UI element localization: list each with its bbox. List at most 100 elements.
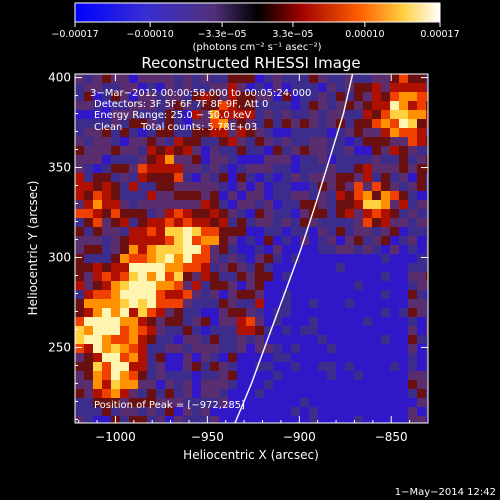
- heatmap-cell: [174, 272, 183, 281]
- heatmap-cell: [408, 137, 417, 146]
- heatmap-cell: [345, 218, 354, 227]
- heatmap-cell: [174, 317, 183, 326]
- heatmap-cell: [138, 362, 147, 371]
- heatmap-cell: [390, 155, 399, 164]
- heatmap-cell: [300, 326, 309, 335]
- heatmap-cell: [417, 110, 426, 119]
- heatmap-cell: [84, 317, 93, 326]
- heatmap-cell: [381, 227, 390, 236]
- heatmap-cell: [381, 416, 390, 423]
- heatmap-cell: [111, 209, 120, 218]
- heatmap-cell: [408, 191, 417, 200]
- heatmap-cell: [408, 326, 417, 335]
- heatmap-cell: [165, 209, 174, 218]
- heatmap-cell: [102, 164, 111, 173]
- heatmap-cell: [354, 335, 363, 344]
- y-tick-label: 300: [48, 250, 71, 264]
- heatmap-cell: [318, 416, 327, 423]
- heatmap-cell: [372, 200, 381, 209]
- heatmap-cell: [237, 209, 246, 218]
- heatmap-cell: [426, 128, 428, 137]
- heatmap-cell: [345, 182, 354, 191]
- heatmap-cell: [318, 200, 327, 209]
- heatmap-cell: [93, 92, 102, 101]
- heatmap-cell: [210, 326, 219, 335]
- heatmap-cell: [228, 128, 237, 137]
- heatmap-cell: [354, 209, 363, 218]
- heatmap-cell: [246, 344, 255, 353]
- heatmap-cell: [399, 191, 408, 200]
- heatmap-cell: [372, 146, 381, 155]
- heatmap-cell: [147, 191, 156, 200]
- heatmap-cell: [426, 101, 428, 110]
- heatmap-cell: [156, 173, 165, 182]
- heatmap-cell: [372, 263, 381, 272]
- heatmap-cell: [264, 110, 273, 119]
- heatmap-cell: [381, 299, 390, 308]
- heatmap-cell: [372, 137, 381, 146]
- heatmap-cell: [408, 254, 417, 263]
- heatmap-cell: [390, 290, 399, 299]
- heatmap-cell: [219, 380, 228, 389]
- heatmap-cell: [174, 173, 183, 182]
- heatmap-cell: [192, 119, 201, 128]
- heatmap-cell: [120, 272, 129, 281]
- heatmap-cell: [426, 119, 428, 128]
- heatmap-cell: [147, 407, 156, 416]
- heatmap-cell: [84, 398, 93, 407]
- heatmap-cell: [399, 227, 408, 236]
- heatmap-cell: [399, 74, 408, 83]
- heatmap-cell: [228, 308, 237, 317]
- heatmap-cell: [426, 299, 428, 308]
- heatmap-cell: [102, 407, 111, 416]
- heatmap-cell: [192, 308, 201, 317]
- heatmap-cell: [327, 389, 336, 398]
- heatmap-cell: [93, 362, 102, 371]
- heatmap-cell: [165, 200, 174, 209]
- heatmap-cell: [93, 407, 102, 416]
- heatmap-cell: [336, 344, 345, 353]
- heatmap-cell: [111, 119, 120, 128]
- heatmap-cell: [93, 227, 102, 236]
- heatmap-cell: [354, 353, 363, 362]
- heatmap-cell: [408, 182, 417, 191]
- heatmap-cell: [417, 137, 426, 146]
- heatmap-cell: [363, 101, 372, 110]
- heatmap-cell: [201, 353, 210, 362]
- heatmap-cell: [327, 182, 336, 191]
- heatmap-cell: [84, 155, 93, 164]
- heatmap-cell: [408, 164, 417, 173]
- heatmap-cell: [210, 389, 219, 398]
- heatmap-cell: [111, 164, 120, 173]
- heatmap-cell: [246, 173, 255, 182]
- heatmap-cell: [174, 398, 183, 407]
- heatmap-cell: [417, 236, 426, 245]
- heatmap-cell: [120, 155, 129, 164]
- heatmap-cell: [426, 209, 428, 218]
- heatmap-cell: [426, 263, 428, 272]
- heatmap-cell: [129, 227, 138, 236]
- heatmap-cell: [300, 128, 309, 137]
- heatmap-cell: [363, 227, 372, 236]
- heatmap-cell: [282, 83, 291, 92]
- heatmap-cell: [381, 92, 390, 101]
- heatmap-cell: [300, 137, 309, 146]
- heatmap-cell: [237, 290, 246, 299]
- heatmap-cell: [147, 290, 156, 299]
- heatmap-cell: [201, 209, 210, 218]
- heatmap-cell: [300, 335, 309, 344]
- heatmap-cell: [165, 83, 174, 92]
- heatmap-cell: [93, 119, 102, 128]
- heatmap-cell: [264, 173, 273, 182]
- heatmap-cell: [381, 209, 390, 218]
- heatmap-cell: [300, 263, 309, 272]
- heatmap-cell: [381, 290, 390, 299]
- heatmap-cell: [183, 335, 192, 344]
- heatmap-cell: [165, 263, 174, 272]
- heatmap-cell: [246, 407, 255, 416]
- heatmap-cell: [102, 119, 111, 128]
- heatmap-cell: [75, 218, 84, 227]
- heatmap-cell: [309, 272, 318, 281]
- heatmap-cell: [327, 119, 336, 128]
- heatmap-cell: [291, 182, 300, 191]
